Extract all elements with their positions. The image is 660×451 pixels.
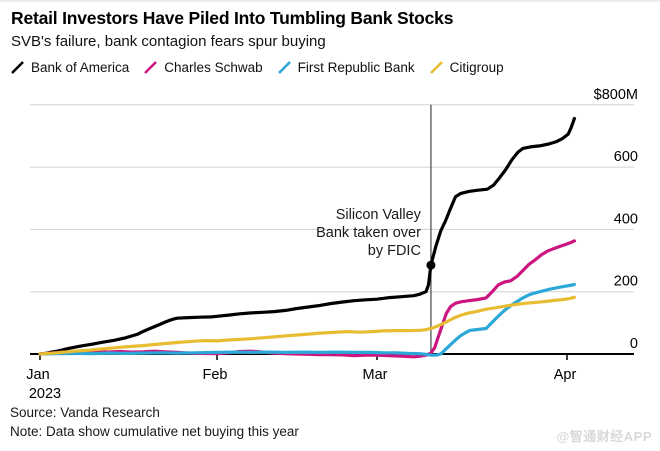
event-annotation: Bank taken over [316, 225, 421, 241]
series-line-bank-of-america [38, 116, 577, 356]
watermark: @智通财经APP [556, 429, 652, 444]
x-axis-label: Mar [363, 367, 388, 383]
event-annotation: by FDIC [368, 243, 421, 259]
legend-item-first-republic-bank: First Republic Bank [277, 60, 415, 75]
legend-item-bank-of-america: Bank of America [11, 60, 129, 75]
legend-swatch-icon [11, 61, 24, 74]
x-axis-label: Jan [26, 367, 49, 383]
y-axis-label: 200 [614, 274, 638, 290]
y-axis-label: 600 [614, 149, 638, 165]
series-line-citigroup [38, 295, 577, 356]
y-axis-label: 400 [614, 211, 638, 227]
legend-label: Charles Schwab [164, 60, 263, 75]
legend-swatch-icon [277, 61, 291, 74]
event-annotation: Silicon Valley [336, 207, 422, 223]
x-axis-label: Feb [203, 367, 228, 383]
legend-item-charles-schwab: Charles Schwab [144, 60, 263, 75]
legend-label: Citigroup [449, 60, 504, 75]
y-axis-label: 0 [630, 336, 638, 352]
legend-label: Bank of America [31, 60, 130, 75]
line-chart: $800M 600 400 200 0 Jan 2023 Feb Mar Apr Silicon V… [26, 87, 638, 402]
chart-title: Retail Investors Have Piled Into Tumblin… [11, 8, 454, 28]
series-line-first-republic-bank [38, 282, 577, 357]
event-marker-dot [426, 260, 436, 270]
chart-subtitle: SVB's failure, bank contagion fears spur… [11, 33, 326, 50]
x-axis-label: Apr [554, 367, 577, 383]
series-line-charles-schwab [38, 239, 577, 359]
legend-swatch-icon [144, 61, 158, 74]
note-label: Note: Data show cumulative net buying th… [10, 424, 299, 439]
legend-label: First Republic Bank [297, 60, 415, 75]
y-axis-label: $800M [594, 87, 638, 103]
source-label: Source: Vanda Research [10, 405, 160, 420]
legend-swatch-icon [429, 61, 443, 74]
legend: Bank of America Charles Schwab First Repub… [11, 60, 504, 75]
x-axis-year-label: 2023 [29, 386, 61, 402]
legend-item-citigroup: Citigroup [429, 60, 504, 75]
